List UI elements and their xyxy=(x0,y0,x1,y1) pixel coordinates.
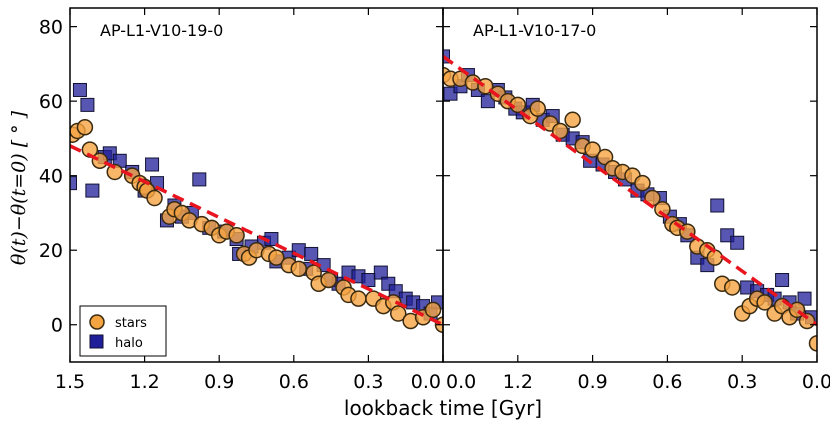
panel-2-data xyxy=(443,49,817,352)
x-tick-label: 0.3 xyxy=(727,371,757,393)
stars-point xyxy=(424,301,442,319)
stars-point xyxy=(146,189,163,207)
y-tick-label: 40 xyxy=(39,166,63,188)
x-tick-label: 0.6 xyxy=(279,371,309,393)
panel-frame xyxy=(442,7,818,363)
halo-point xyxy=(730,235,745,250)
halo-point xyxy=(443,49,450,64)
stars-point xyxy=(634,174,651,192)
halo-point xyxy=(304,246,319,261)
legend: stars halo xyxy=(79,305,167,357)
stars-point xyxy=(76,118,94,136)
y-tick-label: 0 xyxy=(51,315,63,337)
x-tick-label: 1.2 xyxy=(503,371,533,393)
halo-point xyxy=(145,157,160,172)
stars-point xyxy=(756,294,773,311)
halo-point xyxy=(373,265,388,280)
halo-point xyxy=(70,176,77,191)
stars-point xyxy=(723,279,741,296)
stars-point xyxy=(529,100,546,117)
stars-point xyxy=(808,335,817,352)
stars-point xyxy=(320,271,337,289)
x-tick-label: 0.0 xyxy=(446,371,476,393)
halo-point xyxy=(192,172,207,187)
halo-point xyxy=(710,198,725,213)
y-axis-label: θ(t)−θ(t=0) [ ° ] xyxy=(8,110,30,265)
x-tick-label: 0.9 xyxy=(204,371,234,393)
halo-point xyxy=(72,82,87,97)
x-tick-label: 1.5 xyxy=(55,371,85,393)
stars-point xyxy=(268,249,285,266)
halo-point xyxy=(80,97,95,112)
legend-stars-label: stars xyxy=(115,316,147,331)
y-tick-label: 80 xyxy=(39,17,63,39)
panel-1-data xyxy=(70,82,443,333)
x-tick-label: 0.0 xyxy=(802,371,830,393)
stars-point xyxy=(596,148,614,166)
panel-title: AP-L1-V10-19-0 xyxy=(100,21,223,40)
legend-stars-marker xyxy=(89,314,105,330)
stars-point xyxy=(584,141,601,158)
halo-point xyxy=(85,183,100,198)
stars-point xyxy=(228,227,245,244)
x-tick-label: 0.6 xyxy=(652,371,682,393)
plot-layer: 1.5 1.2 0.9 0.6 0.3 0.0 0 20 40 60 80 AP-L1-V10-19-… xyxy=(39,7,830,393)
stars-point xyxy=(564,111,581,129)
fit-line xyxy=(70,144,443,327)
x-tick-label: 0.9 xyxy=(577,371,607,393)
halo-point xyxy=(361,273,376,288)
panel-title: AP-L1-V10-17-0 xyxy=(473,21,596,40)
x-tick-label: 0.3 xyxy=(353,371,383,393)
panel-1: 1.5 1.2 0.9 0.6 0.3 0.0 0 20 40 60 80 AP-L1-V10-19-… xyxy=(39,7,444,393)
x-tick-label: 1.2 xyxy=(129,371,159,393)
fit-line xyxy=(443,55,817,327)
x-tick-label: 0.0 xyxy=(411,371,441,393)
y-tick-label: 20 xyxy=(39,240,63,262)
stars-point xyxy=(389,305,407,322)
halo-point xyxy=(775,273,790,288)
legend-halo-label: halo xyxy=(115,336,143,351)
stars-point xyxy=(706,249,724,266)
stars-point xyxy=(290,260,308,278)
x-axis-label: lookback time [Gyr] xyxy=(344,396,542,420)
halo-point xyxy=(797,291,812,306)
stars-point xyxy=(350,290,367,307)
panel-2: 0.0 1.2 0.9 0.6 0.3 0.0 AP-L1-V10-17-0 xyxy=(442,7,830,393)
legend-halo-marker xyxy=(89,334,104,349)
y-tick-label: 60 xyxy=(39,91,63,113)
